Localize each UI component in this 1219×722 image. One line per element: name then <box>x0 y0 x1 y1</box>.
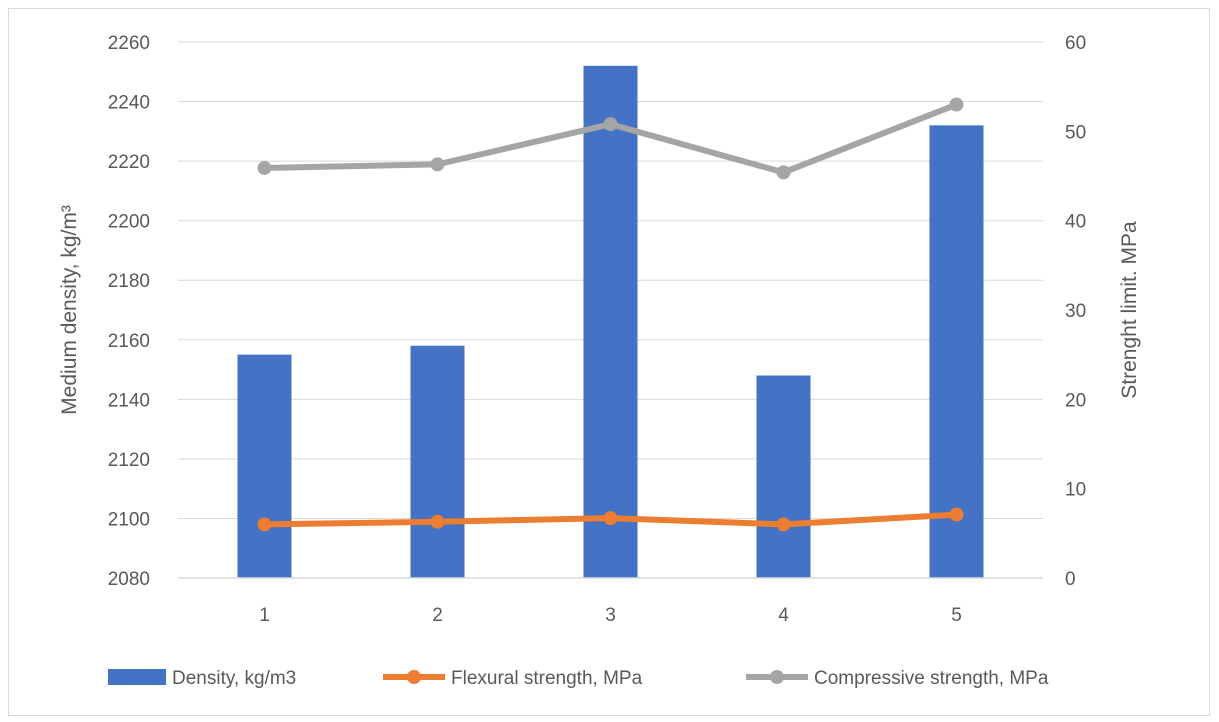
y-left-tick-label: 2200 <box>108 212 150 233</box>
flexural-strength-point-1 <box>257 517 272 532</box>
y-right-tick-label: 60 <box>1065 33 1086 54</box>
flexural-strength-point-2 <box>430 514 445 529</box>
y-right-tick-label: 50 <box>1065 122 1086 143</box>
y-left-axis-title: Medium density, kg/m³ <box>58 205 81 415</box>
legend-label-compressive-strength: Compressive strength, MPa <box>814 668 1049 689</box>
legend-marker-compressive-strength <box>770 670 784 684</box>
legend-label-density: Density, kg/m3 <box>172 668 296 689</box>
legend-swatch-density <box>108 669 166 685</box>
y-left-tick-label: 2220 <box>108 152 150 173</box>
y-right-tick-label: 0 <box>1065 569 1076 590</box>
compressive-strength-point-4 <box>776 165 791 180</box>
flexural-strength-point-5 <box>949 507 964 522</box>
x-tick-label: 4 <box>778 605 789 626</box>
compressive-strength-point-1 <box>257 160 272 175</box>
y-right-tick-label: 30 <box>1065 301 1086 322</box>
bar-density-1 <box>237 354 292 578</box>
x-tick-label: 3 <box>605 605 616 626</box>
y-left-tick-label: 2120 <box>108 450 150 471</box>
y-left-tick-label: 2140 <box>108 390 150 411</box>
y-right-tick-label: 20 <box>1065 390 1086 411</box>
y-right-tick-label: 40 <box>1065 212 1086 233</box>
y-left-tick-label: 2240 <box>108 93 150 114</box>
flexural-strength-point-3 <box>603 511 618 526</box>
bar-density-4 <box>756 375 811 578</box>
x-tick-label: 2 <box>432 605 443 626</box>
y-right-axis-title: Strenght limit. MPa <box>1118 221 1141 399</box>
y-left-tick-label: 2180 <box>108 271 150 292</box>
y-right-tick-label: 10 <box>1065 480 1086 501</box>
y-left-tick-label: 2080 <box>108 569 150 590</box>
compressive-strength-point-3 <box>603 117 618 132</box>
bar-density-3 <box>583 65 638 579</box>
y-left-tick-label: 2100 <box>108 509 150 530</box>
legend-label-flexural-strength: Flexural strength, MPa <box>451 668 643 689</box>
y-left-tick-label: 2160 <box>108 331 150 352</box>
x-tick-label: 5 <box>951 605 962 626</box>
compressive-strength-point-5 <box>949 97 964 112</box>
bar-density-2 <box>410 345 465 578</box>
legend-marker-flexural-strength <box>407 670 421 684</box>
x-tick-label: 1 <box>259 605 270 626</box>
flexural-strength-point-4 <box>776 517 791 532</box>
compressive-strength-point-2 <box>430 157 445 172</box>
y-left-tick-label: 2260 <box>108 33 150 54</box>
bar-density-5 <box>929 125 984 578</box>
